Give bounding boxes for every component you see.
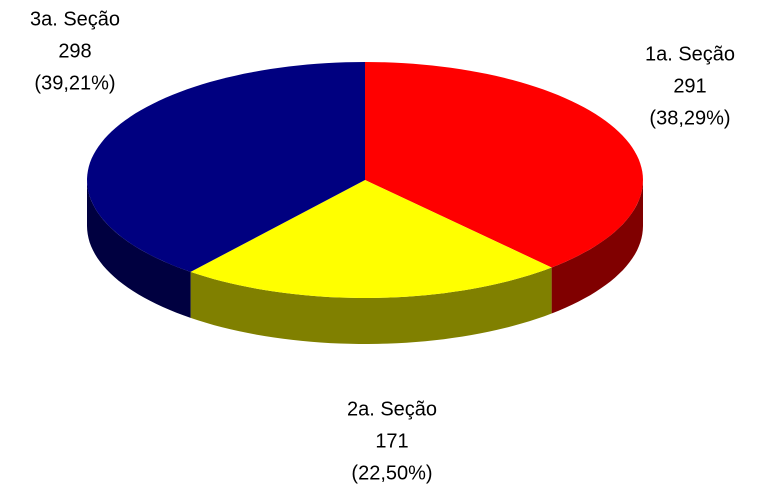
slice-side (551, 180, 643, 314)
percent-label: (39,21%) (34, 72, 115, 94)
slice (87, 62, 365, 272)
slice-side (87, 180, 191, 318)
slice (190, 180, 552, 298)
percent-label: (38,29%) (649, 107, 730, 129)
slice-label: 1a. Seção (645, 43, 735, 65)
value-label: 291 (673, 75, 706, 97)
value-label: 171 (375, 430, 408, 452)
slice-label: 2a. Seção (347, 398, 437, 420)
slice-label: 3a. Seção (30, 8, 120, 30)
value-label: 298 (58, 40, 91, 62)
percent-label: (22,50%) (351, 462, 432, 484)
slice-side (190, 267, 552, 344)
slice (365, 62, 643, 268)
